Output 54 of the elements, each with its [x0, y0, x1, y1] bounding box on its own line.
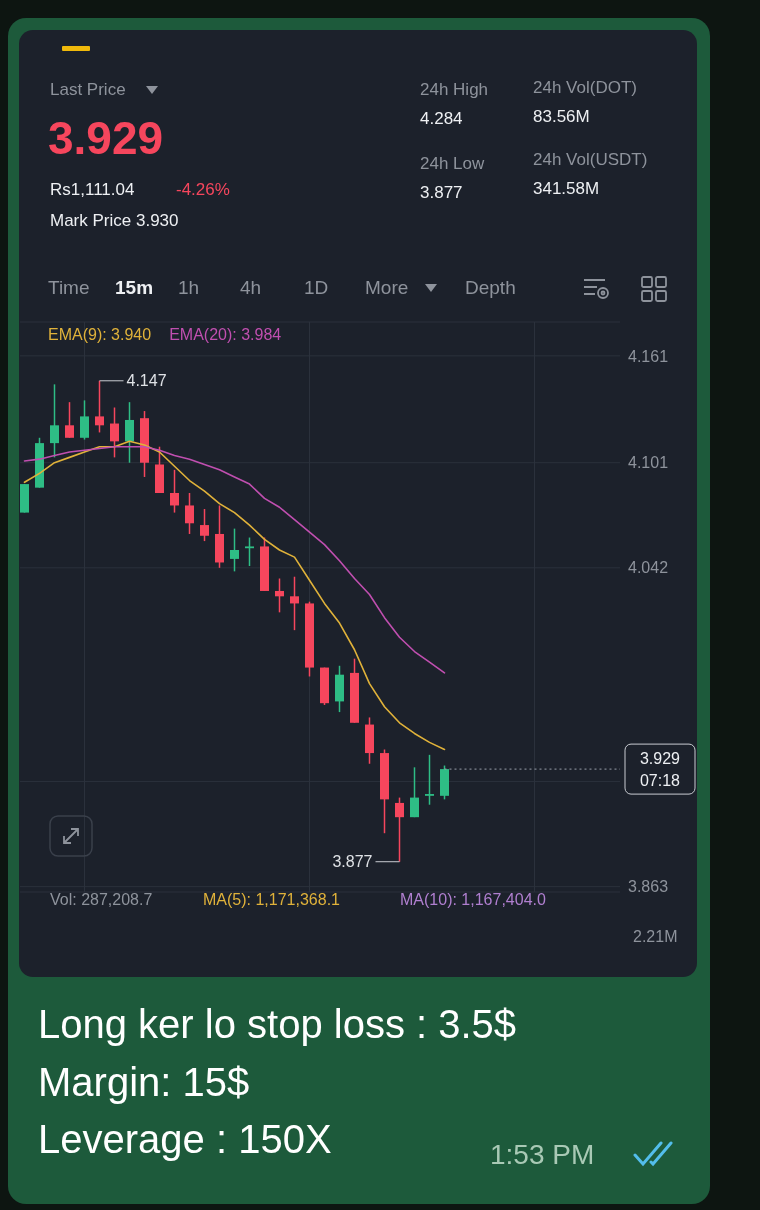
- candlestick: [395, 796, 404, 863]
- candlestick: [95, 380, 104, 434]
- text: 24h Vol(DOT): [533, 78, 637, 99]
- text: Last Price: [50, 80, 126, 101]
- y-tick-label: 4.101: [628, 454, 669, 472]
- text: 24h High: [420, 80, 489, 101]
- candlestick: [230, 527, 239, 573]
- text: 2.21M: [633, 927, 678, 947]
- text: 4h: [240, 277, 262, 301]
- text: 1D: [304, 277, 329, 301]
- text: 1h: [178, 277, 200, 301]
- annotation: 3.877: [332, 853, 373, 871]
- text: 3.929: [48, 111, 164, 167]
- text: More: [365, 277, 409, 301]
- candlestick: [125, 401, 134, 464]
- ref-line-label: 3.929 07:18: [639, 749, 681, 789]
- text: Time: [48, 277, 90, 301]
- candlestick: [425, 754, 434, 806]
- text: EMA(9): 3.940: [48, 326, 152, 344]
- text: 341.58M: [533, 179, 600, 200]
- candlestick: [80, 399, 89, 441]
- candlestick: [290, 575, 299, 631]
- text: 15m: [115, 277, 154, 301]
- text: Leverage : 150X: [38, 1116, 332, 1164]
- text: 83.56M: [533, 107, 590, 128]
- text: 24h Low: [420, 154, 485, 175]
- annotation: 4.147: [126, 372, 167, 390]
- candlestick: [65, 401, 74, 439]
- text: 4.284: [420, 109, 463, 130]
- text: 3.877: [420, 183, 463, 204]
- text: -4.26%: [176, 180, 230, 201]
- y-tick-label: 4.161: [628, 347, 669, 365]
- text: 1:53 PM: [490, 1137, 595, 1172]
- candlestick: [200, 508, 209, 542]
- y-tick-label: 3.863: [628, 878, 669, 896]
- candlestick: [170, 469, 179, 514]
- candlestick: [50, 383, 59, 459]
- annotation: Vol: 287,208.7: [50, 890, 153, 910]
- annotation: MA(10): 1,167,404.0: [400, 890, 546, 910]
- text: Long ker lo stop loss : 3.5$: [38, 1001, 517, 1049]
- candlestick: [410, 766, 419, 818]
- text: 24h Vol(USDT): [533, 150, 648, 171]
- candlestick: [275, 577, 284, 614]
- annotation: MA(5): 1,171,368.1: [203, 890, 340, 910]
- text: Margin: 15$: [38, 1059, 250, 1107]
- line-series: [23, 445, 446, 674]
- text: EMA(20): 3.984: [169, 326, 282, 344]
- text: Rs1,111.04: [50, 180, 135, 201]
- text: Depth: [465, 277, 516, 301]
- candlestick: [110, 406, 119, 459]
- candlestick: [245, 536, 254, 567]
- candlestick: [185, 492, 194, 535]
- text: Mark Price 3.930: [50, 211, 179, 232]
- y-tick-label: 4.042: [628, 559, 669, 577]
